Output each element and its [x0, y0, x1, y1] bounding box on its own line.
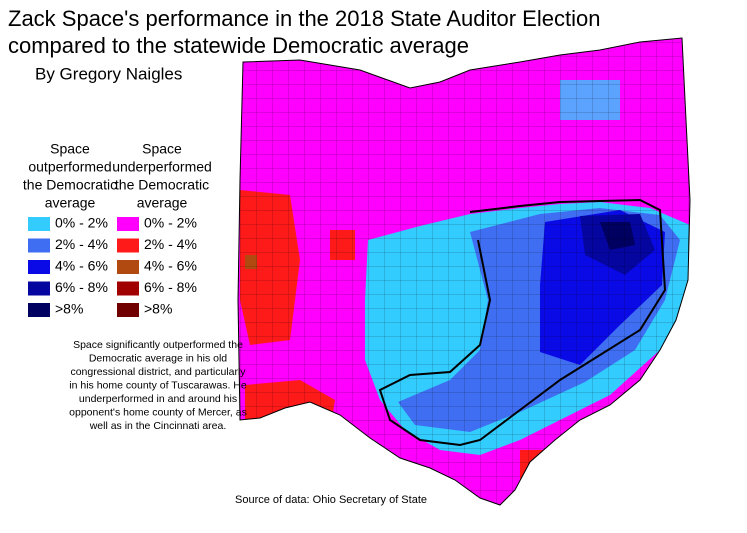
- title-line: compared to the statewide Democratic ave…: [8, 33, 469, 58]
- byline: By Gregory Naigles: [35, 64, 182, 83]
- legend-label: 2% - 4%: [144, 236, 197, 252]
- legend-heading: Space: [142, 141, 182, 157]
- legend-label: 6% - 8%: [144, 279, 197, 295]
- note-line: Space significantly outperformed the: [73, 339, 243, 351]
- legend-label: 4% - 6%: [55, 258, 108, 274]
- note-line: in his home county of Tuscarawas. He: [69, 379, 247, 391]
- legend-swatch: [28, 281, 50, 296]
- note-line: congressional district, and particularly: [70, 366, 246, 378]
- legend-swatch: [117, 217, 139, 231]
- note: Space significantly outperformed theDemo…: [69, 339, 247, 432]
- note-line: opponent's home county of Mercer, as: [69, 406, 247, 418]
- note-line: well as in the Cincinnati area.: [89, 420, 227, 432]
- legend-label: 0% - 2%: [55, 215, 108, 231]
- legend-label: 2% - 4%: [55, 236, 108, 252]
- state-outline: [237, 37, 691, 506]
- note-line: underperformed in and around his: [79, 393, 237, 405]
- legend-swatch: [117, 238, 139, 253]
- legend-heading: average: [45, 195, 96, 211]
- legend-label: 6% - 8%: [55, 279, 108, 295]
- legend-swatch: [117, 281, 139, 296]
- legend-swatch: [117, 303, 139, 317]
- legend-heading: average: [137, 195, 188, 211]
- ohio-map: [238, 38, 690, 505]
- legend-heading: the Democratic: [23, 177, 117, 193]
- legend-label: >8%: [144, 301, 172, 317]
- district-outline: [378, 198, 667, 447]
- county-lines: [238, 38, 690, 505]
- note-line: Democratic average in his old: [89, 352, 227, 364]
- legend-heading: the Democratic: [115, 177, 209, 193]
- legend-heading: Space: [50, 141, 90, 157]
- legend-swatch: [28, 217, 50, 231]
- legend-swatch: [117, 260, 139, 274]
- legend-label: 0% - 2%: [144, 215, 197, 231]
- source: Source of data: Ohio Secretary of State: [235, 494, 427, 506]
- title-line: Zack Space's performance in the 2018 Sta…: [8, 6, 600, 31]
- legend-swatch: [28, 303, 50, 317]
- legend-heading: outperformed: [28, 159, 111, 175]
- legend-swatch: [28, 238, 50, 253]
- legend-swatch: [28, 260, 50, 274]
- legend-label: 4% - 6%: [144, 258, 197, 274]
- legend-heading: underperformed: [112, 159, 212, 175]
- legend-label: >8%: [55, 301, 83, 317]
